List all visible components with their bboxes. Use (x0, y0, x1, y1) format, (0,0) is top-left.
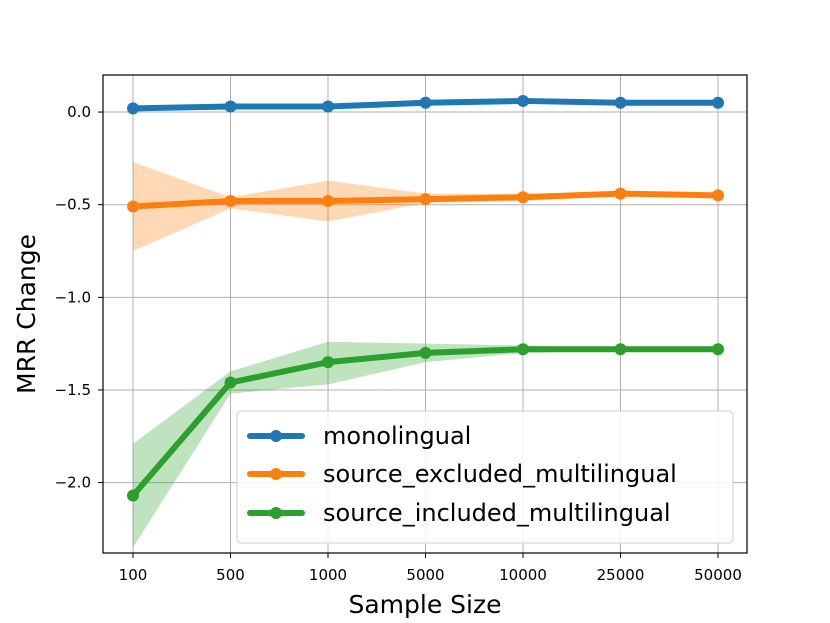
x-tick-label: 1000 (309, 566, 347, 584)
data-point (224, 376, 237, 389)
data-point (614, 96, 627, 109)
x-axis-ticks: 100 500 1000 5000 10000 25000 50000 (119, 553, 742, 584)
data-point (224, 100, 237, 113)
y-tick-label: −2.0 (55, 474, 91, 492)
legend: monolingual source_excluded_multilinguals… (236, 410, 734, 544)
legend-box (236, 410, 734, 544)
data-point (224, 194, 237, 207)
data-point (712, 96, 724, 109)
data-point (517, 94, 529, 107)
x-tick-label: 10000 (499, 566, 547, 584)
data-point (127, 200, 139, 213)
legend-marker (270, 468, 282, 480)
data-point (322, 100, 334, 113)
legend-marker (270, 507, 282, 519)
x-tick-label: 5000 (406, 566, 444, 584)
data-point (127, 102, 139, 115)
confidence-bands (133, 162, 718, 548)
data-point (712, 189, 724, 202)
data-point (614, 343, 627, 356)
y-tick-label: −1.0 (55, 288, 91, 306)
x-tick-label: 100 (119, 566, 148, 584)
data-point (614, 187, 627, 200)
x-tick-label: 25000 (597, 566, 645, 584)
data-point (419, 346, 432, 359)
y-tick-label: 0.0 (67, 103, 91, 121)
data-point (419, 96, 432, 109)
y-tick-label: −1.5 (55, 381, 91, 399)
x-axis-label: Sample Size (348, 590, 501, 619)
data-point (419, 193, 432, 206)
series-lines (127, 94, 724, 502)
data-point (517, 191, 529, 204)
legend-label: monolingual (323, 422, 471, 450)
data-point (127, 489, 139, 502)
y-axis-ticks: 0.0 −0.5 −1.0 −1.5 −2.0 (55, 103, 103, 492)
data-point (322, 356, 334, 369)
confidence-band (133, 162, 718, 252)
y-tick-label: −0.5 (55, 196, 91, 214)
y-axis-label: MRR Change (12, 234, 41, 394)
x-tick-label: 50000 (694, 566, 742, 584)
data-point (322, 194, 334, 207)
x-tick-label: 500 (216, 566, 245, 584)
data-point (517, 343, 529, 356)
legend-label: source_included_multilingual (323, 499, 671, 527)
legend-marker (270, 430, 282, 442)
data-point (712, 343, 724, 356)
legend-label: source_excluded_multilingual (323, 460, 677, 488)
